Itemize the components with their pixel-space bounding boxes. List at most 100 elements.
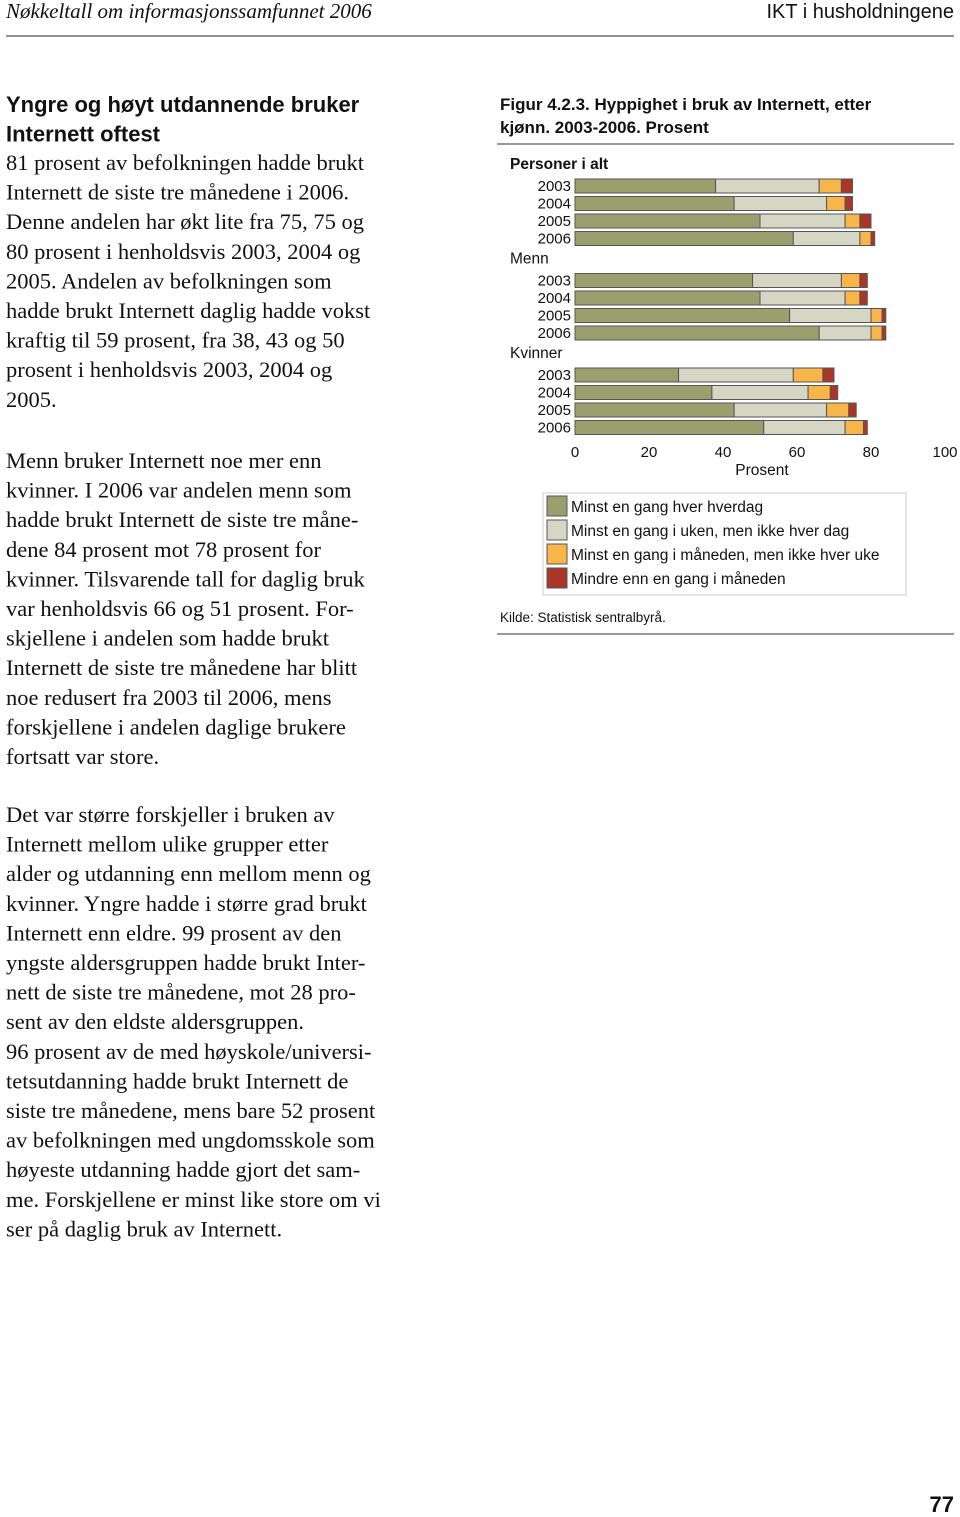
category-label: 2006 [538, 231, 571, 248]
bar-segment [848, 402, 857, 418]
body-line: 2005. [6, 387, 57, 412]
body-line: kraftig til 59 prosent, fra 38, 43 og 50 [6, 328, 345, 353]
legend-box [542, 492, 907, 596]
bar-segment [574, 308, 791, 323]
group-label: Kvinner [510, 345, 563, 362]
bar-segment [859, 213, 872, 229]
body-line: noe redusert fra 2003 til 2006, mens [6, 685, 332, 710]
category-label: 2006 [538, 325, 571, 342]
body-line: sent av den eldste aldersgruppen. [6, 1009, 304, 1034]
bar-segment [844, 213, 861, 229]
bar-segment [881, 308, 887, 323]
bar-segment [818, 325, 872, 341]
bar-segment [733, 196, 828, 211]
category-label: 2004 [538, 196, 571, 213]
body-line: skjellene i andelen som hadde brukt [6, 626, 330, 651]
header-left: Nøkkeltall om informasjonssamfunnet 2006 [5, 0, 372, 23]
x-axis-label: Prosent [735, 462, 789, 479]
body-line: hadde brukt Internett daglig hadde vokst [6, 298, 371, 323]
body-line: ser på daglig bruk av Internett. [6, 1216, 282, 1241]
bar-segment [574, 420, 765, 435]
bar-segment [822, 367, 835, 383]
x-tick-label: 100 [932, 444, 957, 461]
x-tick-label: 60 [789, 444, 806, 461]
figure-title: kjønn. 2003-2006. Prosent [500, 118, 709, 137]
section-heading: Internett oftest [6, 122, 161, 147]
bar-segment [807, 385, 831, 400]
category-label: 2003 [538, 273, 571, 290]
body-line: Denne andelen har økt lite fra 75, 75 og [6, 209, 364, 234]
body-line: av befolkningen med ungdomsskole som [6, 1128, 375, 1153]
x-tick-label: 40 [715, 444, 732, 461]
bar-segment [715, 178, 820, 194]
bar-segment [574, 325, 820, 341]
bar-segment [574, 402, 735, 418]
body-line: prosent i henholdsvis 2003, 2004 og [6, 357, 332, 382]
bar-segment [870, 308, 883, 323]
figure-source: Kilde: Statistisk sentralbyrå. [500, 610, 666, 625]
body-line: hadde brukt Internett de siste tre måne- [6, 507, 358, 532]
bar-segment [574, 273, 754, 288]
category-label: 2004 [538, 385, 571, 402]
bar-segment [881, 325, 887, 341]
group-label: Menn [510, 251, 549, 268]
figure-title: Figur 4.2.3. Hyppighet i bruk av Interne… [500, 95, 872, 114]
bar-segment [792, 231, 861, 246]
bar-segment [574, 178, 717, 194]
bar-segment [574, 385, 713, 400]
body-line: forskjellene i andelen daglige brukere [6, 714, 346, 739]
bar-segment [840, 178, 854, 194]
body-line: Internett de siste tre månedene har blit… [6, 655, 358, 680]
bar-segment [759, 213, 846, 229]
bar-segment [818, 178, 842, 194]
body-line: 96 prosent av de med høyskole/universi- [6, 1039, 372, 1064]
header-right: IKT i husholdningene [766, 1, 954, 23]
body-line: alder og utdanning enn mellom menn og [6, 861, 371, 886]
body-line: Internett enn eldre. 99 prosent av den [6, 920, 342, 945]
legend-swatch [546, 495, 568, 517]
bar-segment [870, 231, 876, 246]
bar-segment [574, 367, 680, 383]
category-label: 2005 [538, 213, 571, 230]
body-line: Det var større forskjeller i bruken av [6, 802, 335, 827]
bar-segment [844, 290, 861, 306]
group-label: Personer i alt [510, 156, 608, 173]
body-line: 80 prosent i henholdsvis 2003, 2004 og [6, 239, 360, 264]
category-label: 2003 [538, 367, 571, 384]
section-heading: Yngre og høyt utdannende bruker [6, 92, 360, 117]
bar-segment [792, 367, 824, 383]
body-line: Internett de siste tre månedene i 2006. [6, 180, 349, 205]
bar-segment [826, 196, 846, 211]
body-line: Menn bruker Internett noe mer enn [6, 448, 322, 473]
legend-label: Minst en gang i måneden, men ikke hver u… [571, 547, 879, 564]
bar-segment [859, 231, 872, 246]
bar-segment [678, 367, 794, 383]
category-label: 2005 [538, 308, 571, 325]
x-tick-label: 80 [863, 444, 880, 461]
category-label: 2006 [538, 420, 571, 437]
bar-segment [759, 290, 846, 306]
category-label: 2003 [538, 178, 571, 195]
body-line: kvinner. I 2006 var andelen menn som [6, 478, 352, 503]
body-line: me. Forskjellene er minst like store om … [6, 1187, 381, 1212]
bar-segment [840, 273, 861, 288]
bar-segment [752, 273, 842, 288]
body-line: 2005. Andelen av befolkningen som [6, 268, 332, 293]
bar-segment [870, 325, 883, 341]
body-line: Internett mellom ulike grupper etter [6, 832, 329, 857]
legend-label: Mindre enn en gang i måneden [571, 571, 786, 588]
bar-segment [574, 290, 761, 306]
category-label: 2005 [538, 402, 571, 419]
body-line: siste tre månedene, mens bare 52 prosent [6, 1098, 376, 1123]
bar-segment [574, 231, 794, 246]
body-line: dene 84 prosent mot 78 prosent for [6, 537, 321, 562]
x-tick-label: 0 [571, 444, 579, 461]
bar-segment [844, 196, 853, 211]
legend-label: Minst en gang hver hverdag [571, 499, 763, 516]
bar-segment [844, 420, 865, 435]
legend-swatch [546, 543, 568, 565]
bar-segment [789, 308, 872, 323]
bar-segment [574, 213, 761, 229]
bar-segment [829, 385, 839, 400]
